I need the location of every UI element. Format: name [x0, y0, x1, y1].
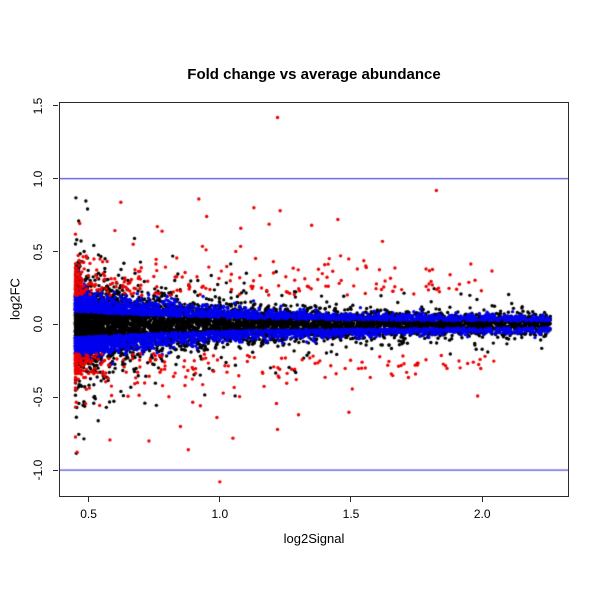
x-tick-label: 1.5	[342, 507, 360, 521]
y-tick-mark	[53, 323, 58, 325]
y-tick-label: 1.0	[31, 170, 45, 187]
x-axis-label: log2Signal	[283, 531, 345, 546]
y-tick-mark	[53, 178, 58, 180]
scatter-canvas	[60, 103, 568, 496]
y-tick-mark	[53, 251, 58, 253]
plot-frame	[59, 102, 569, 497]
x-tick-mark	[350, 497, 352, 502]
x-tick-label: 1.0	[211, 507, 229, 521]
y-tick-mark	[53, 105, 58, 107]
y-tick-mark	[53, 469, 58, 471]
y-tick-label: -0.5	[31, 386, 45, 408]
x-tick-mark	[88, 497, 90, 502]
chart-title: Fold change vs average abundance	[187, 66, 441, 83]
y-tick-label: -1.0	[31, 459, 45, 481]
y-tick-label: 0.5	[31, 243, 45, 260]
y-tick-label: 1.5	[31, 97, 45, 115]
x-tick-label: 2.0	[473, 507, 491, 521]
y-tick-mark	[53, 396, 58, 398]
x-tick-mark	[219, 497, 221, 502]
y-axis-label: log2FC	[7, 278, 23, 320]
x-tick-label: 0.5	[80, 507, 97, 521]
y-tick-label: 0.0	[31, 316, 45, 333]
x-tick-mark	[481, 497, 483, 502]
